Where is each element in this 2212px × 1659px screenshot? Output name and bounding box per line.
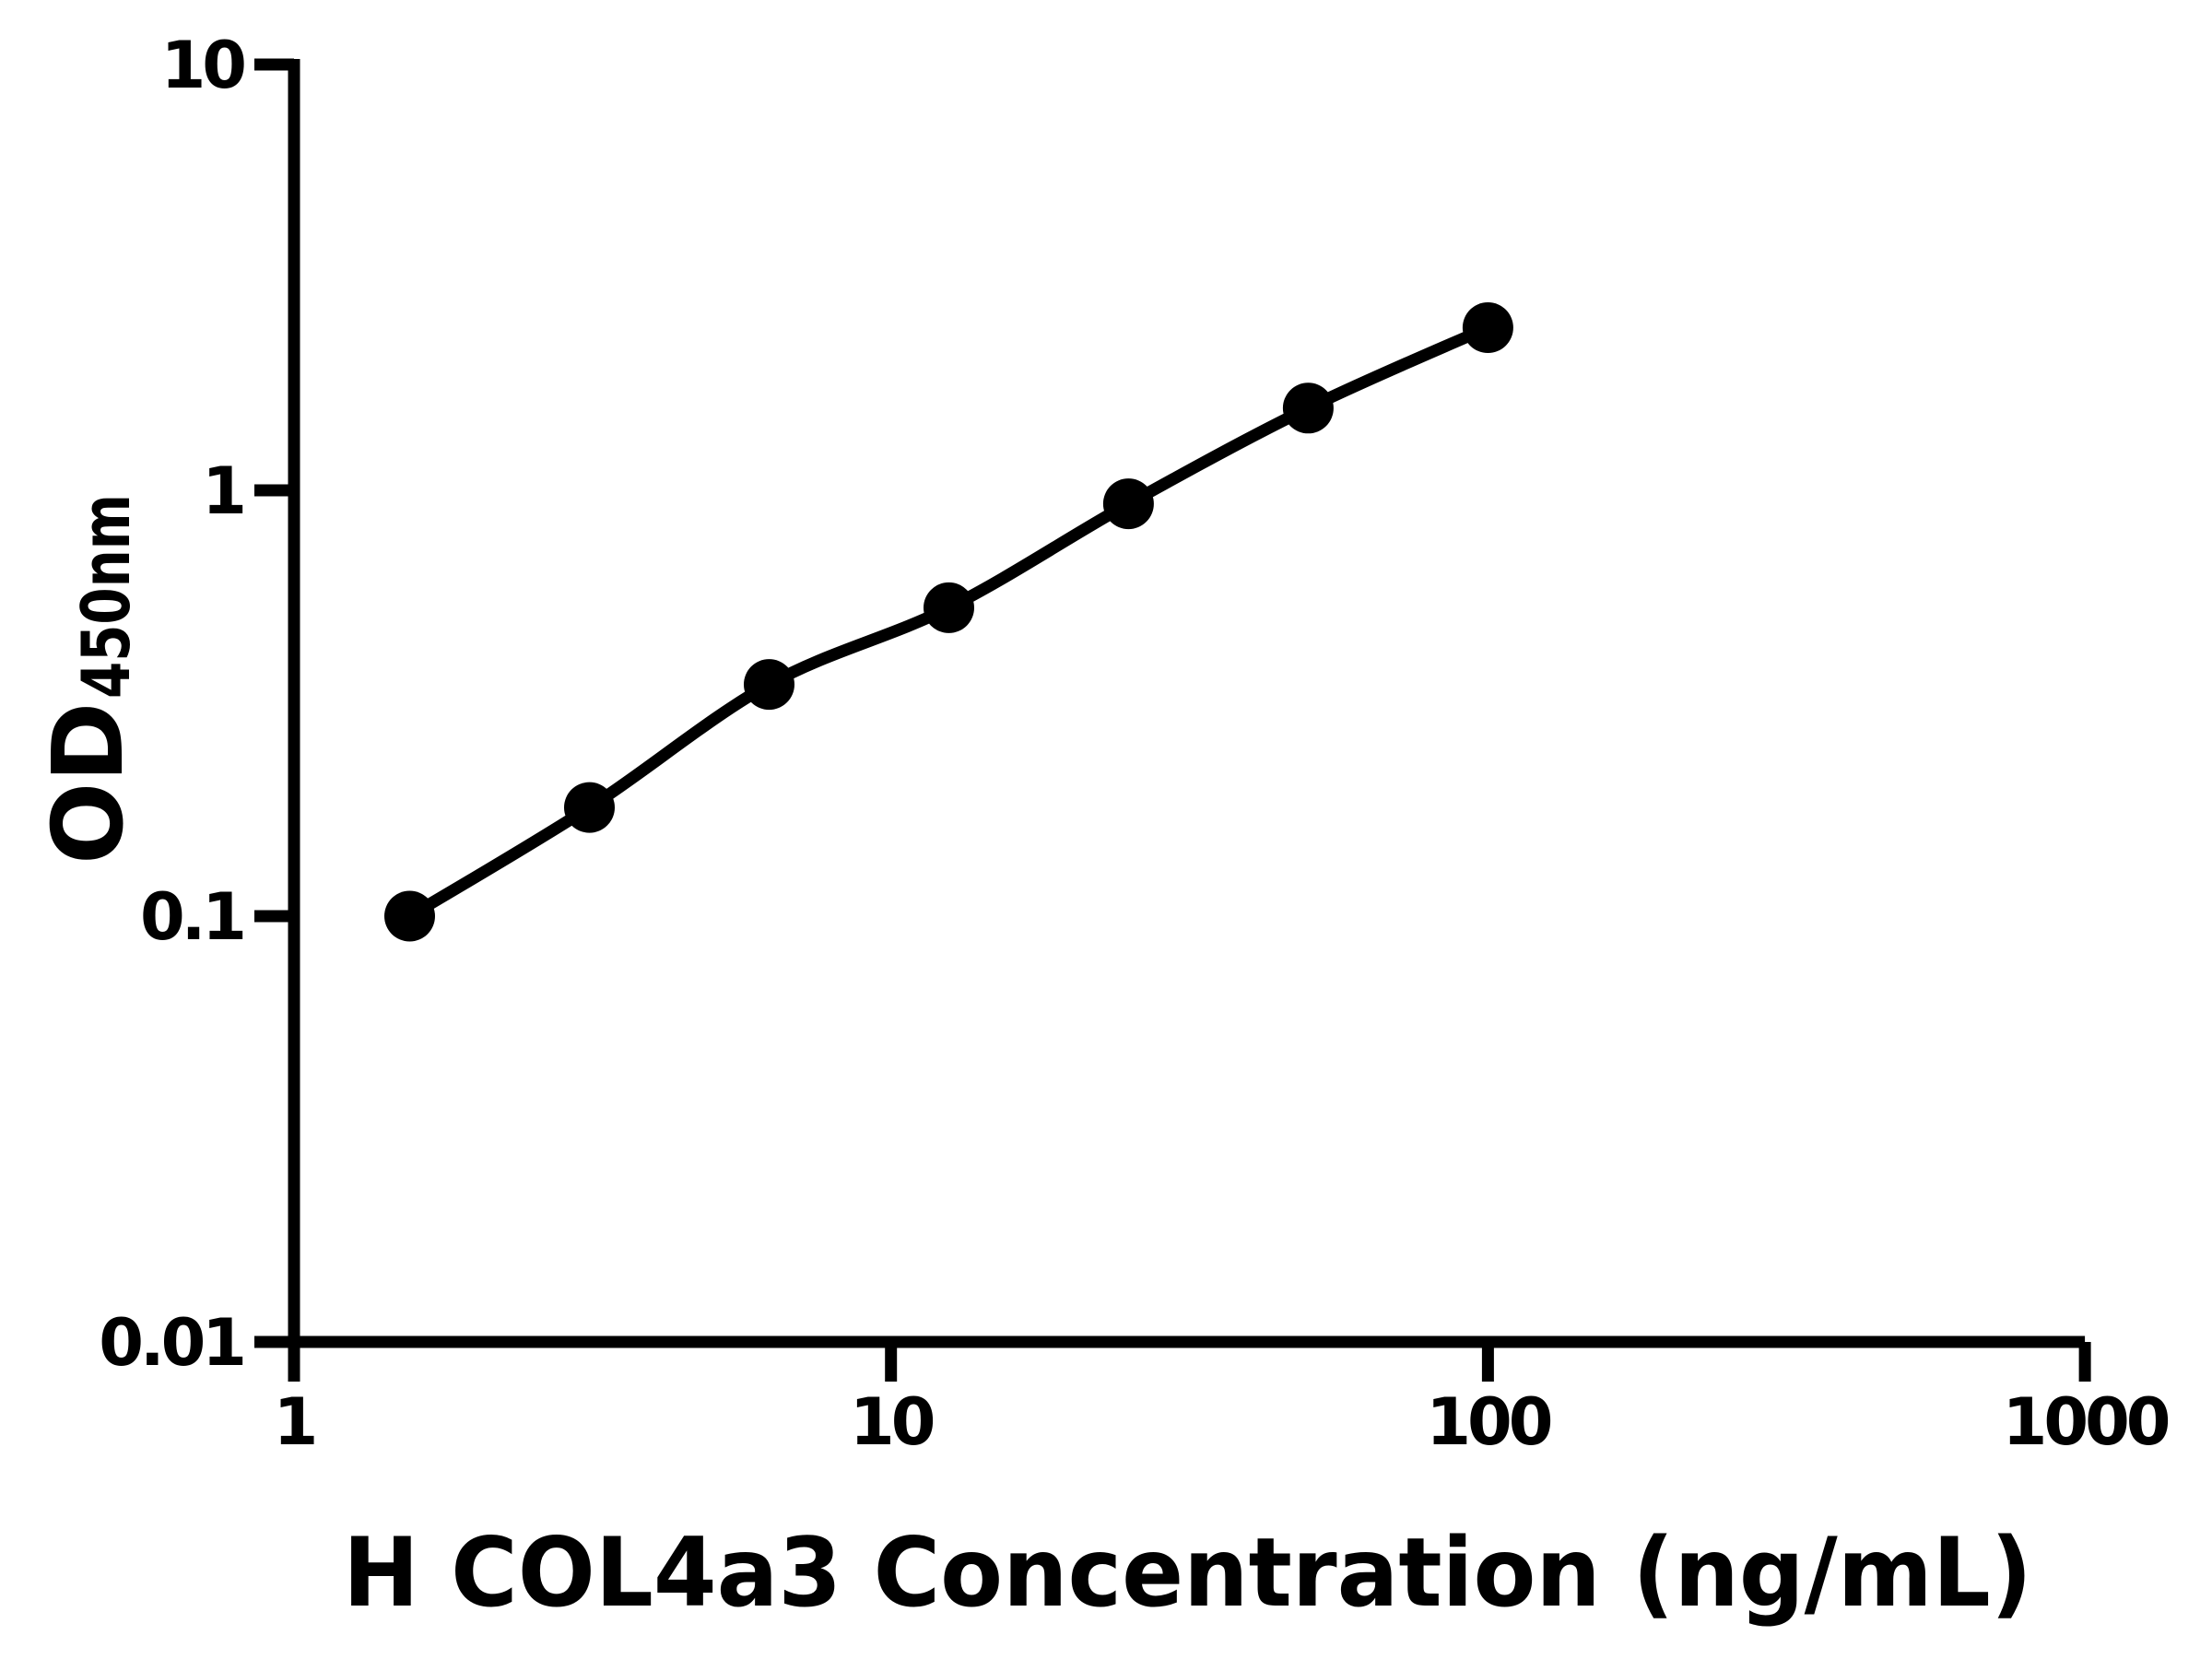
axes: 0.01 0.1 1 10 1 10 100 1000 <box>99 28 2172 1460</box>
data-point <box>384 890 435 942</box>
y-axis-ticks <box>254 58 294 1348</box>
x-tick-label: 10 <box>850 1384 934 1460</box>
x-tick-label: 1 <box>274 1384 315 1460</box>
y-axis-title: OD 450nm <box>32 494 145 865</box>
x-axis-title: H COL4a3 Concentration (ng/mL) <box>343 1518 2032 1629</box>
x-tick-label: 1000 <box>2003 1384 2169 1460</box>
x-axis-tick-labels: 1 10 100 1000 <box>274 1384 2172 1460</box>
data-point <box>1102 478 1154 530</box>
y-tick-label: 0.01 <box>99 1305 243 1381</box>
y-axis-title-sub: 450nm <box>67 494 145 699</box>
x-tick-label: 100 <box>1426 1384 1550 1460</box>
data-point <box>744 659 794 711</box>
y-tick-label: 0.1 <box>140 879 243 955</box>
y-axis-title-main: OD <box>32 702 145 865</box>
data-point <box>924 582 974 633</box>
data-point <box>564 782 615 833</box>
y-tick-label: 10 <box>161 28 245 103</box>
y-tick-label: 1 <box>202 453 243 529</box>
y-axis-tick-labels: 0.01 0.1 1 10 <box>99 28 248 1381</box>
data-point <box>1282 382 1334 434</box>
data-point <box>1462 302 1513 353</box>
data-points <box>384 302 1513 942</box>
x-axis-ticks <box>288 1342 2091 1382</box>
